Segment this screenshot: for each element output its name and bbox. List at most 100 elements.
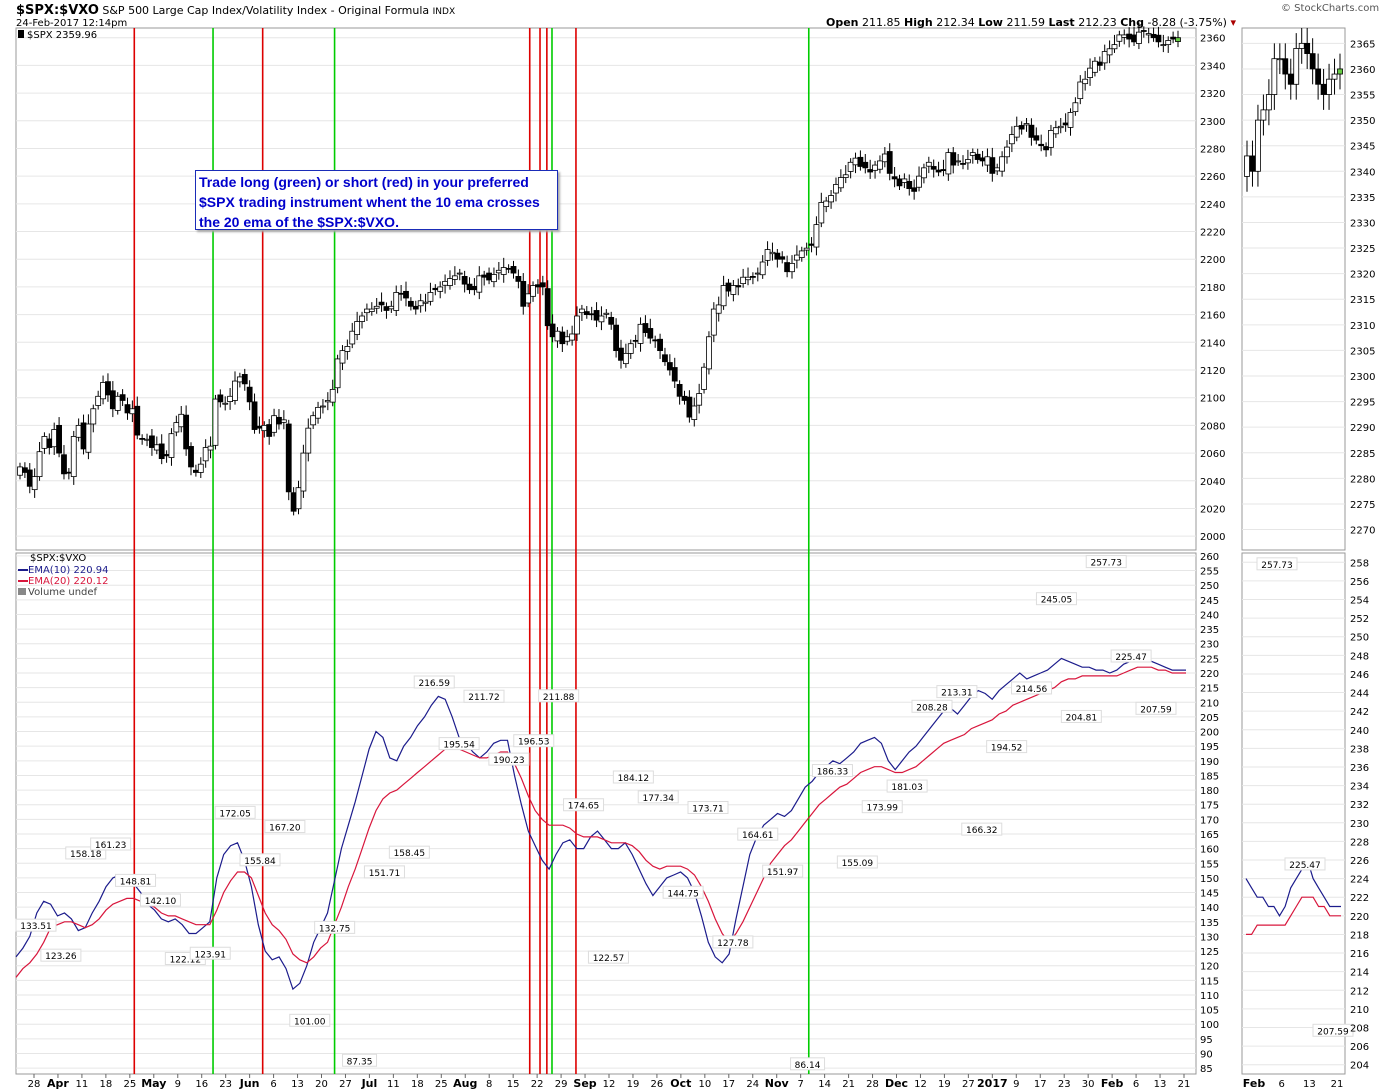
candle-body bbox=[745, 276, 751, 281]
chg-value: -8.28 (-3.75%) bbox=[1147, 16, 1227, 29]
candle-body bbox=[261, 424, 268, 432]
candle-body bbox=[100, 382, 106, 400]
x-tick-label: 9 bbox=[175, 1079, 181, 1090]
indicator-y-tick-label: 135 bbox=[1200, 918, 1219, 929]
candle-body bbox=[754, 272, 761, 275]
zoom-indicator-y-tick-label: 244 bbox=[1350, 689, 1369, 700]
indicator-y-tick-label: 145 bbox=[1200, 889, 1219, 900]
point-label: 177.34 bbox=[642, 794, 674, 804]
x-tick-label: 6 bbox=[270, 1079, 276, 1090]
candle-body bbox=[696, 393, 703, 406]
candle-body bbox=[857, 156, 864, 167]
candle-body bbox=[1077, 81, 1084, 100]
candle-body bbox=[1136, 31, 1142, 44]
candle-body bbox=[183, 414, 190, 450]
zoom-indicator-y-tick-label: 240 bbox=[1350, 726, 1369, 737]
indicator-y-tick-label: 120 bbox=[1200, 962, 1219, 973]
candle-body bbox=[114, 395, 121, 411]
x-tick-label: 10 bbox=[698, 1079, 711, 1090]
indicator-y-tick-label: 185 bbox=[1200, 771, 1219, 782]
candle-body bbox=[735, 285, 742, 288]
zoom-indicator-y-tick-label: 252 bbox=[1350, 614, 1369, 625]
point-label-box bbox=[563, 798, 605, 812]
candle-body bbox=[1043, 146, 1049, 151]
candle-body bbox=[637, 323, 644, 344]
zoom-candle-body bbox=[1249, 155, 1256, 172]
candle-body bbox=[789, 262, 795, 273]
chart-exchange: INDX bbox=[432, 7, 456, 17]
price-y-tick-label: 2220 bbox=[1200, 228, 1225, 239]
strategy-annotation: Trade long (green) or short (red) in you… bbox=[195, 170, 558, 230]
price-y-tick-label: 2100 bbox=[1200, 394, 1225, 405]
point-label-box bbox=[936, 685, 978, 699]
candle-body bbox=[202, 447, 209, 462]
candle-body bbox=[334, 358, 341, 389]
candle-body bbox=[368, 308, 375, 312]
point-label: 211.88 bbox=[543, 693, 575, 703]
ema20-legend-swatch bbox=[18, 580, 28, 582]
indicator-y-tick-label: 90 bbox=[1200, 1050, 1213, 1061]
copyright[interactable]: © StockCharts.com bbox=[1281, 3, 1380, 14]
x-tick-label: 28 bbox=[28, 1079, 41, 1090]
price-y-tick-label: 2300 bbox=[1200, 117, 1225, 128]
chart-description: S&P 500 Large Cap Index/Volatility Index… bbox=[102, 4, 430, 17]
zoom-point-label: 225.47 bbox=[1289, 861, 1321, 871]
candle-body bbox=[1092, 60, 1098, 73]
candle-body bbox=[569, 333, 576, 341]
open-label: Open bbox=[826, 16, 859, 29]
candle-body bbox=[1131, 34, 1137, 43]
point-label: 151.71 bbox=[369, 869, 401, 879]
x-tick-label: 24 bbox=[746, 1079, 759, 1090]
candle-body bbox=[26, 469, 33, 487]
point-label-box bbox=[986, 740, 1028, 754]
candle-body bbox=[75, 424, 82, 438]
point-label: 204.81 bbox=[1066, 713, 1098, 723]
candle-body bbox=[17, 466, 23, 476]
candle-body bbox=[769, 251, 776, 255]
indicator-y-tick-label: 215 bbox=[1200, 684, 1219, 695]
candle-body bbox=[559, 331, 566, 345]
indicator-y-tick-label: 250 bbox=[1200, 581, 1219, 592]
annotation-line-2: $SPX trading instrument whent the 10 ema… bbox=[199, 194, 540, 210]
candle-body bbox=[124, 404, 131, 414]
point-label: 172.05 bbox=[219, 809, 251, 819]
candle-body bbox=[828, 195, 834, 203]
point-label-box bbox=[687, 800, 729, 814]
candle-body bbox=[671, 367, 678, 382]
zoom-price-y-tick-label: 2300 bbox=[1350, 372, 1375, 383]
zoom-point-label: 257.73 bbox=[1261, 561, 1293, 571]
volume-legend: Volume undef bbox=[18, 587, 97, 598]
zoom-candle-body bbox=[1276, 58, 1283, 61]
zoom-candle-body bbox=[1304, 42, 1311, 54]
point-label: 186.33 bbox=[817, 768, 849, 778]
candle-body bbox=[842, 174, 849, 178]
x-tick-label: Oct bbox=[670, 1077, 691, 1090]
candle-body bbox=[911, 187, 918, 192]
x-tick-label: May bbox=[141, 1077, 166, 1090]
candle-body bbox=[676, 383, 683, 397]
indicator-y-tick-label: 235 bbox=[1200, 625, 1219, 636]
candle-body bbox=[896, 178, 903, 187]
x-tick-label: 23 bbox=[1058, 1079, 1071, 1090]
candle-body bbox=[984, 156, 991, 166]
candle-body bbox=[1096, 61, 1103, 66]
point-label: 174.65 bbox=[568, 802, 600, 812]
zoom-ema10-line bbox=[1245, 858, 1341, 917]
point-label: 181.03 bbox=[891, 783, 923, 793]
indicator-y-tick-label: 170 bbox=[1200, 815, 1219, 826]
candle-body bbox=[403, 290, 409, 299]
indicator-y-tick-label: 255 bbox=[1200, 567, 1219, 578]
candle-body bbox=[940, 169, 947, 172]
point-label: 195.54 bbox=[443, 741, 475, 751]
legend-candle-icon bbox=[18, 30, 24, 38]
candle-body bbox=[178, 413, 185, 428]
quote-summary: Open 211.85 High 212.34 Low 211.59 Last … bbox=[826, 16, 1236, 29]
candle-body bbox=[764, 249, 771, 261]
candle-body bbox=[618, 347, 624, 361]
candle-body bbox=[803, 247, 810, 251]
candle-body bbox=[119, 394, 126, 401]
candle-body bbox=[793, 254, 800, 261]
candle-body bbox=[603, 312, 610, 315]
zoom-indicator-y-tick-label: 208 bbox=[1350, 1023, 1369, 1034]
candle-body bbox=[290, 492, 297, 512]
